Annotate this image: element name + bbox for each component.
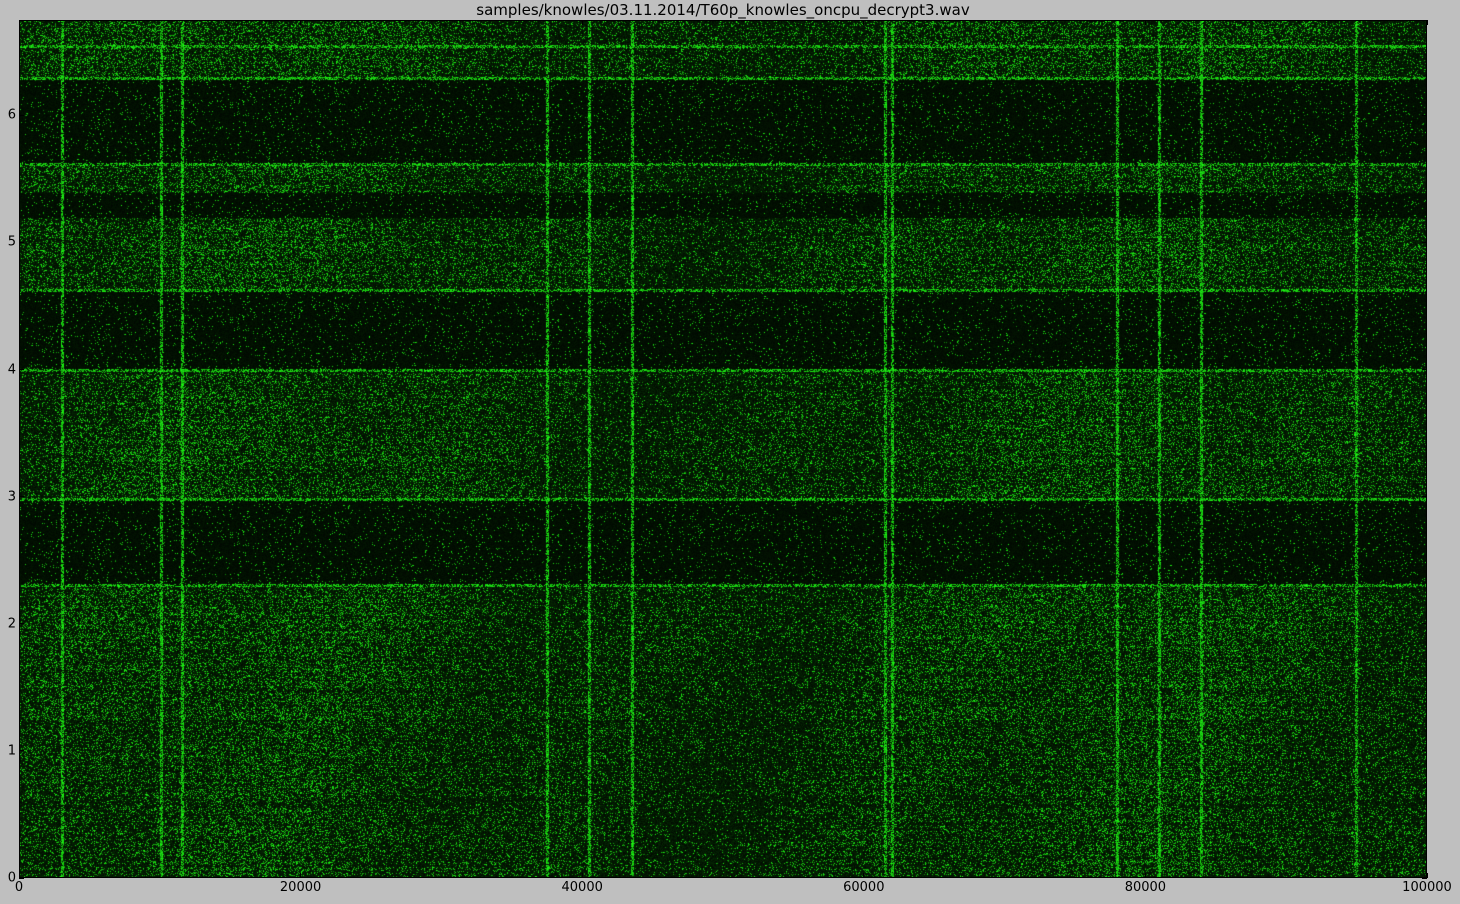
x-tick-mark (18, 873, 20, 878)
x-tick-mark (1426, 873, 1428, 878)
y-tick-label: 4 (7, 362, 16, 378)
x-tick-mark (581, 20, 583, 25)
y-tick-mark (19, 241, 24, 243)
y-tick-mark (1422, 623, 1427, 625)
y-tick-label: 6 (7, 107, 16, 123)
x-tick-label: 0 (14, 880, 24, 895)
y-tick-mark (1422, 877, 1427, 879)
y-tick-mark (1422, 369, 1427, 371)
y-tick-mark (19, 496, 24, 498)
x-tick-mark (863, 20, 865, 25)
y-tick-label: 0 (7, 870, 16, 886)
y-tick-mark (1422, 750, 1427, 752)
spectrogram-image (20, 21, 1426, 877)
x-tick-label: 100000 (1402, 880, 1452, 895)
y-tick-label: 5 (7, 234, 16, 250)
y-tick-label: 1 (7, 743, 16, 759)
y-tick-mark (19, 369, 24, 371)
x-tick-mark (18, 20, 20, 25)
x-tick-label: 80000 (1124, 880, 1167, 895)
y-tick-mark (19, 623, 24, 625)
x-tick-mark (1144, 20, 1146, 25)
x-tick-label: 60000 (843, 880, 885, 895)
x-tick-mark (1144, 873, 1146, 878)
x-tick-mark (863, 873, 865, 878)
x-tick-mark (300, 873, 302, 878)
plot-area (19, 20, 1427, 878)
x-tick-label: 40000 (561, 880, 603, 895)
y-tick-mark (1422, 241, 1427, 243)
x-tick-mark (581, 873, 583, 878)
y-tick-mark (19, 114, 24, 116)
chart-title: samples/knowles/03.11.2014/T60p_knowles_… (476, 1, 970, 19)
y-tick-mark (19, 877, 24, 879)
y-tick-label: 2 (7, 616, 16, 632)
x-tick-mark (1426, 20, 1428, 25)
x-tick-mark (300, 20, 302, 25)
y-tick-mark (19, 750, 24, 752)
y-tick-mark (1422, 114, 1427, 116)
y-tick-mark (1422, 496, 1427, 498)
x-tick-label: 20000 (279, 880, 322, 895)
y-tick-label: 3 (7, 489, 16, 505)
